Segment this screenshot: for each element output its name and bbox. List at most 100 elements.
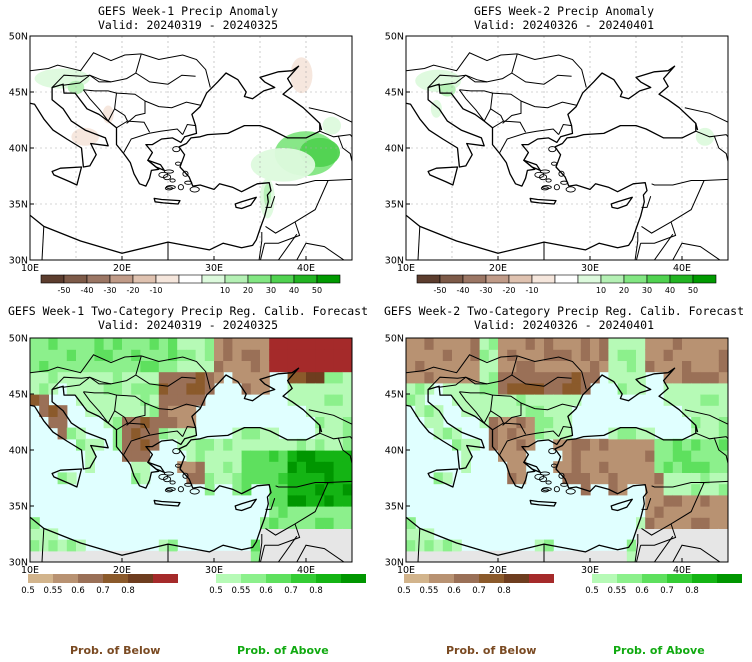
- probability-cell: [507, 371, 517, 384]
- country-border: [492, 92, 522, 102]
- country-border: [640, 523, 677, 546]
- colorbar-label: 0.55: [232, 586, 251, 596]
- country-border: [259, 243, 266, 260]
- country-border: [459, 89, 493, 94]
- probability-cell: [580, 550, 591, 562]
- probability-cell: [709, 438, 720, 451]
- probability-cell: [442, 349, 453, 361]
- x-tick-label: 40E: [297, 565, 315, 576]
- probability-cell: [479, 405, 490, 417]
- country-border: [51, 74, 90, 88]
- colorbar-label: -10: [149, 286, 162, 295]
- probability-cell: [636, 427, 646, 440]
- probability-cell: [718, 349, 728, 361]
- anomaly-colorbar: -50 -40 -30 -20 -10 10 20 30 40 50: [40, 274, 341, 295]
- probability-cell: [57, 338, 68, 350]
- colorbar-swatch: [454, 574, 479, 583]
- probability-cell: [186, 416, 197, 429]
- probability-cell: [94, 338, 105, 350]
- probability-cell: [195, 438, 206, 451]
- probability-cell: [306, 461, 316, 473]
- probability-cell: [177, 416, 187, 429]
- colorbar-swatch: [623, 274, 648, 284]
- probability-cell: [718, 539, 728, 552]
- probability-cell: [406, 371, 416, 384]
- probability-cell: [296, 550, 307, 562]
- probability-cell: [718, 338, 728, 350]
- probability-cell: [415, 394, 425, 406]
- probability-cell: [663, 450, 674, 462]
- colorbar-swatch: [416, 274, 441, 284]
- x-tick-label: 20E: [113, 565, 131, 576]
- probability-cell: [287, 483, 298, 496]
- probability-cell: [186, 382, 197, 395]
- probability-cell: [488, 371, 499, 384]
- evia-outline: [147, 159, 165, 172]
- country-border: [114, 108, 128, 122]
- probability-cell: [324, 394, 335, 406]
- country-border: [490, 108, 504, 122]
- probability-cell: [122, 371, 132, 384]
- probability-cell: [691, 550, 701, 562]
- island-outline: [539, 169, 550, 174]
- country-border: [275, 480, 352, 488]
- probability-cell: [507, 338, 517, 350]
- probability-cell: [700, 506, 711, 518]
- probability-cell: [645, 360, 655, 373]
- sicily-outline: [427, 166, 459, 186]
- island-outline: [539, 471, 550, 476]
- probability-cell: [260, 461, 270, 473]
- probability-cell: [260, 382, 270, 395]
- probability-cell: [682, 550, 692, 562]
- colorbar-swatch: [592, 574, 617, 583]
- probability-cell: [250, 461, 261, 473]
- probability-cell: [186, 338, 197, 350]
- probability-cell: [691, 371, 701, 384]
- colorbar-label: -20: [502, 286, 515, 295]
- probability-cell: [260, 360, 270, 373]
- probability-cell: [617, 338, 628, 350]
- probability-cell: [149, 371, 160, 384]
- probability-cell: [324, 450, 335, 462]
- probability-cell: [516, 360, 527, 373]
- probability-cell: [306, 394, 316, 406]
- probability-cell: [315, 528, 325, 541]
- y-tick-label: 45N: [9, 88, 28, 99]
- probability-cell: [232, 427, 243, 440]
- probability-cell: [433, 338, 444, 350]
- country-border: [641, 498, 652, 510]
- colorbar-swatch: [153, 574, 178, 583]
- probability-cell: [424, 416, 435, 429]
- country-border: [296, 242, 345, 260]
- probability-cell: [149, 405, 160, 417]
- crete-outline: [153, 499, 181, 507]
- island-outline: [551, 161, 558, 166]
- probability-cell: [315, 405, 325, 417]
- probability-cell: [30, 528, 40, 541]
- probability-cell: [140, 349, 151, 361]
- probability-cell: [287, 349, 298, 361]
- probability-cell: [442, 338, 453, 350]
- probability-cell: [204, 349, 215, 361]
- probability-cell: [562, 472, 573, 485]
- probability-cell: [158, 371, 169, 384]
- probability-cell: [66, 472, 77, 485]
- colorbar-label: 30: [266, 286, 276, 295]
- y-tick-label: 45N: [385, 88, 404, 99]
- probability-cell: [241, 349, 252, 361]
- country-border: [135, 374, 196, 387]
- probability-cell: [260, 450, 270, 462]
- probability-cell: [461, 405, 471, 417]
- probability-cell: [470, 360, 481, 373]
- probability-cell: [672, 506, 683, 518]
- probability-cell: [342, 483, 352, 496]
- probability-cell: [617, 427, 628, 440]
- probability-cell: [112, 338, 123, 350]
- colorbar-swatch: [40, 274, 65, 284]
- probability-cell: [140, 427, 151, 440]
- probability-cell: [306, 528, 316, 541]
- evia-outline: [523, 461, 541, 474]
- country-border: [465, 355, 518, 385]
- probability-cell: [204, 461, 215, 473]
- probability-cell: [654, 338, 665, 350]
